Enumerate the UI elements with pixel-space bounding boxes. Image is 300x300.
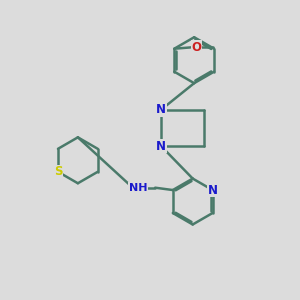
- Text: O: O: [191, 41, 201, 54]
- Text: N: N: [208, 184, 218, 196]
- Text: N: N: [156, 140, 166, 153]
- Text: N: N: [156, 103, 166, 116]
- Text: NH: NH: [129, 183, 147, 193]
- Text: S: S: [54, 165, 62, 178]
